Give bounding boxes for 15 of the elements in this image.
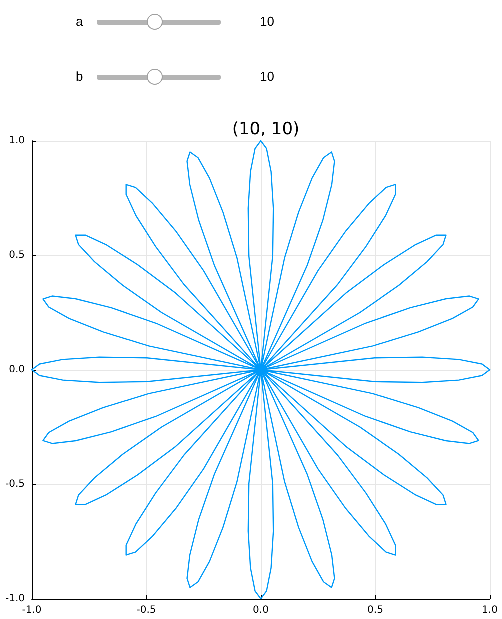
y-tick-label: 1.0 xyxy=(9,136,25,146)
x-tick-label: -0.5 xyxy=(136,605,156,616)
x-tick-label: 0.0 xyxy=(253,605,269,616)
x-tick-label: 0.5 xyxy=(368,605,384,616)
text: b xyxy=(76,69,84,85)
y-tick-label: -0.5 xyxy=(5,479,25,490)
y-tick-label: -1.0 xyxy=(5,594,25,604)
x-tick-label: -1.0 xyxy=(22,605,42,616)
chart-title: (10, 10) xyxy=(232,120,300,140)
y-tick-label: 0.0 xyxy=(9,364,25,376)
text: a xyxy=(76,14,84,30)
x-tick-label: 1.0 xyxy=(482,605,498,616)
text: 10 xyxy=(260,69,274,85)
y-tick-label: 0.5 xyxy=(9,250,25,261)
text: 10 xyxy=(260,14,274,30)
